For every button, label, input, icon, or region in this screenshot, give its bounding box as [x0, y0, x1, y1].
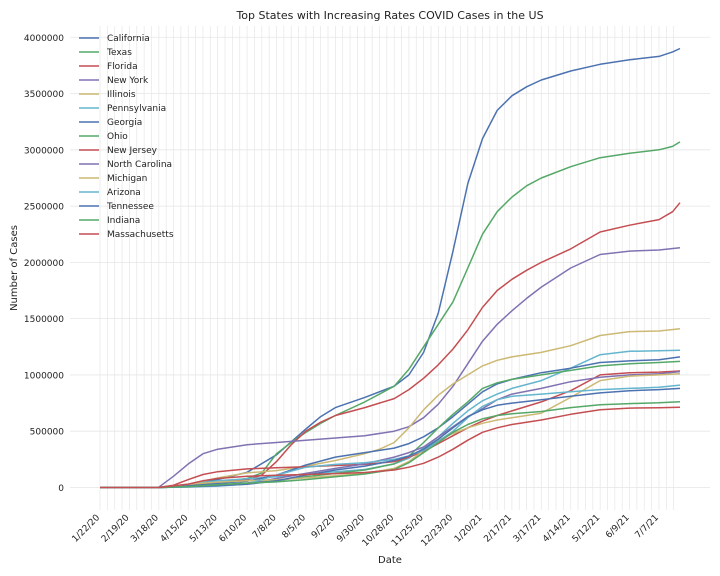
y-tick-label: 1500000 — [24, 315, 64, 325]
legend-label-michigan: Michigan — [107, 174, 147, 184]
y-tick-label: 3500000 — [24, 90, 64, 100]
legend-label-arizona: Arizona — [107, 188, 141, 198]
series-line-tennessee — [100, 387, 681, 489]
y-gridlines — [70, 36, 710, 488]
series-line-new-york — [100, 246, 681, 489]
series-line-florida — [100, 202, 681, 489]
y-axis-tick-labels: 0 500000 1000000 1500000 2000000 2500000 30000… — [24, 34, 64, 494]
legend-label-north-carolina: North Carolina — [107, 160, 172, 170]
legend-label-new-york: New York — [107, 76, 149, 86]
y-tick-label: 2500000 — [24, 203, 64, 213]
legend-label-texas: Texas — [106, 48, 132, 58]
x-axis-label: Date — [378, 555, 402, 566]
plot-area — [70, 26, 710, 510]
series-line-massachusetts — [100, 406, 681, 489]
legend-label-pennsylvania: Pennsylvania — [107, 104, 166, 114]
y-axis-label: Number of Cases — [9, 225, 20, 311]
x-gridlines — [99, 26, 675, 510]
legend-label-illinois: Illinois — [107, 90, 136, 100]
legend-label-california: California — [107, 34, 150, 44]
series-lines — [99, 47, 681, 489]
legend-label-massachusetts: Massachusetts — [107, 230, 174, 240]
y-tick-label: 0 — [58, 484, 64, 494]
legend-label-tennessee: Tennessee — [106, 202, 154, 212]
legend-label-florida: Florida — [107, 62, 138, 72]
legend-label-ohio: Ohio — [107, 132, 128, 142]
series-line-illinois — [100, 328, 681, 489]
y-tick-label: 3000000 — [24, 146, 64, 156]
legend-label-new-jersey: New Jersey — [107, 146, 158, 156]
series-line-indiana — [100, 400, 681, 489]
y-tick-label: 2000000 — [24, 259, 64, 269]
y-tick-label: 1000000 — [24, 371, 64, 381]
chart-title: Top States with Increasing Rates COVID C… — [235, 9, 543, 22]
y-tick-label: 4000000 — [24, 34, 64, 44]
y-tick-label: 500000 — [30, 428, 65, 438]
legend-label-indiana: Indiana — [107, 216, 140, 226]
series-line-texas — [100, 141, 681, 489]
series-line-california — [99, 47, 681, 489]
legend-label-georgia: Georgia — [107, 118, 142, 128]
legend: California Texas Florida New York Illinois Pe… — [79, 34, 174, 240]
